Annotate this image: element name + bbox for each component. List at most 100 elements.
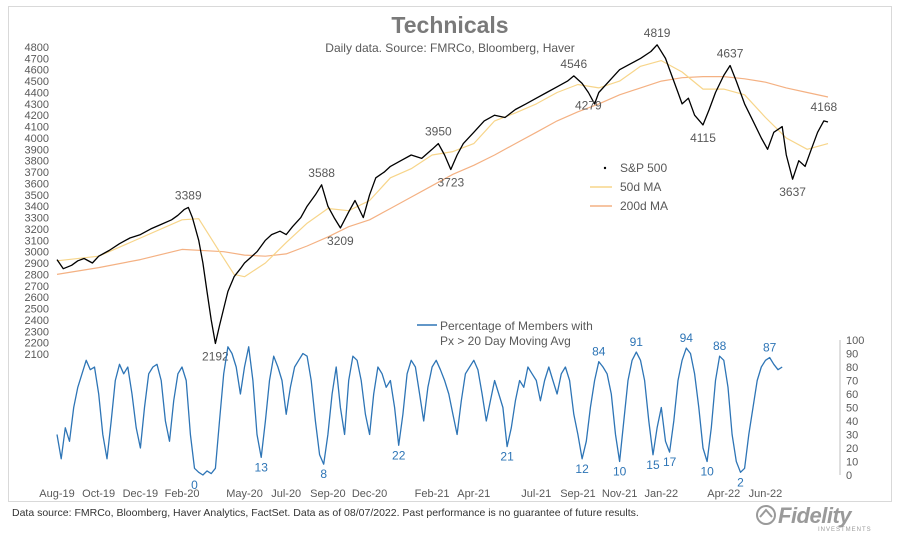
data-label-sp500: 4115 [690,131,716,145]
logo-text: Fidelity [778,503,852,528]
data-label-breadth: 88 [713,339,727,353]
data-label-breadth: 2 [737,475,744,489]
footer-note: Data source: FMRCo, Bloomberg, Haver Ana… [12,507,639,519]
chart-title: Technicals [391,12,509,38]
y-tick-label-left: 3800 [25,156,49,168]
y-tick-label-left: 2100 [25,349,49,361]
y-tick-label-left: 3200 [25,224,49,236]
y-tick-label-right: 20 [846,443,858,455]
y-tick-label-left: 4400 [25,87,49,99]
x-tick-label: Jul-20 [271,488,301,500]
legend-label: S&P 500 [620,161,667,175]
chart-subtitle: Daily data. Source: FMRCo, Bloomberg, Ha… [325,41,575,55]
y-tick-label-left: 4200 [25,110,49,122]
x-tick-label: Dec-19 [123,488,158,500]
y-tick-label-right: 10 [846,457,858,469]
data-label-breadth: 8 [320,467,327,481]
x-tick-label: Oct-19 [82,488,115,500]
x-tick-label: Feb-21 [415,488,450,500]
legend-label: 200d MA [620,199,668,213]
legend-label: 50d MA [620,180,661,194]
y-tick-label-right: 60 [846,389,858,401]
x-tick-label: Aug-19 [39,488,74,500]
y-tick-label-left: 2300 [25,326,49,338]
y-tick-label-left: 2200 [25,338,49,350]
x-tick-label: Nov-21 [602,488,637,500]
data-label-breadth: 87 [763,341,777,355]
y-tick-label-right: 40 [846,416,858,428]
y-tick-label-left: 2600 [25,292,49,304]
y-tick-label-right: 100 [846,335,864,347]
data-label-sp500: 3950 [425,125,452,139]
y-tick-label-left: 4800 [25,42,49,54]
y-tick-label-right: 90 [846,349,858,361]
x-tick-label: Feb-20 [165,488,200,500]
x-tick-label: Apr-21 [457,488,490,500]
chart-frame [8,6,892,502]
axes: 2100220023002400250026002700280029003000… [25,42,865,500]
y-tick-label-left: 2500 [25,304,49,316]
series-50d-ma-line [56,59,829,278]
data-label-breadth: 94 [680,331,694,345]
data-label-sp500: 4819 [644,26,671,40]
data-label-sp500: 4168 [810,100,837,114]
x-tick-label: May-20 [226,488,263,500]
y-tick-label-right: 30 [846,430,858,442]
data-label-breadth: 17 [663,455,677,469]
y-tick-label-left: 3500 [25,190,49,202]
data-label-sp500: 3723 [437,175,464,189]
data-label-breadth: 10 [613,465,627,479]
data-label-breadth: 10 [700,465,714,479]
x-tick-label: Jan-22 [644,488,678,500]
y-tick-label-left: 4500 [25,76,49,88]
x-tick-label: Sep-21 [560,488,595,500]
y-tick-label-left: 4700 [25,53,49,65]
y-tick-label-left: 4300 [25,99,49,111]
fidelity-logo: Fidelity INVESTMENTS [756,500,888,534]
data-label-sp500: 3389 [175,188,202,202]
x-tick-label: Sep-20 [310,488,345,500]
data-label-breadth: 15 [646,458,660,472]
y-tick-label-left: 3900 [25,144,49,156]
breadth-panel: 0 13 8 22 21 12 84 10 91 15 17 94 10 88 2 87 [56,331,783,492]
x-tick-label: Jul-21 [521,488,551,500]
data-label-breadth: 0 [191,478,198,492]
x-tick-label: Apr-22 [707,488,740,500]
sp500-panel: 3389 2192 3588 3209 3950 3723 4546 4279 4819 4115… [56,26,838,364]
logo-subtext: INVESTMENTS [818,527,872,533]
legend-label-breadth-line2: Px > 20 Day Moving Avg [440,334,571,348]
y-tick-label-left: 4600 [25,65,49,77]
series-200d-ma-line [56,75,829,275]
legend-label-breadth-line1: Percentage of Members with [440,319,593,333]
y-tick-label-left: 2700 [25,281,49,293]
legend-swatch-sp500 [603,166,607,170]
data-label-breadth: 22 [392,448,406,462]
legend: S&P 500 50d MA 200d MA Percentage of Member… [417,161,668,348]
y-tick-label-right: 0 [846,470,852,482]
data-label-sp500: 4637 [717,47,744,61]
data-label-sp500: 4279 [575,98,602,112]
data-label-sp500: 3588 [308,166,335,180]
data-label-breadth: 21 [500,450,514,464]
y-tick-label-left: 3600 [25,178,49,190]
y-tick-label-right: 50 [846,403,858,415]
data-label-breadth: 91 [630,335,644,349]
series-breadth-line [56,346,783,476]
data-label-sp500: 2192 [202,350,229,364]
y-tick-label-left: 4100 [25,122,49,134]
y-tick-label-left: 2400 [25,315,49,327]
data-label-sp500: 4546 [560,57,587,71]
y-tick-label-left: 3700 [25,167,49,179]
x-tick-label: Dec-20 [352,488,387,500]
y-tick-label-left: 4000 [25,133,49,145]
y-tick-label-left: 3300 [25,213,49,225]
data-label-sp500: 3209 [327,234,354,248]
data-label-breadth: 12 [575,462,589,476]
data-label-breadth: 84 [592,345,606,359]
data-label-sp500: 3637 [779,185,806,199]
y-tick-label-right: 70 [846,376,858,388]
data-label-breadth: 13 [255,460,269,474]
y-tick-label-left: 2800 [25,269,49,281]
y-tick-label-left: 2900 [25,258,49,270]
